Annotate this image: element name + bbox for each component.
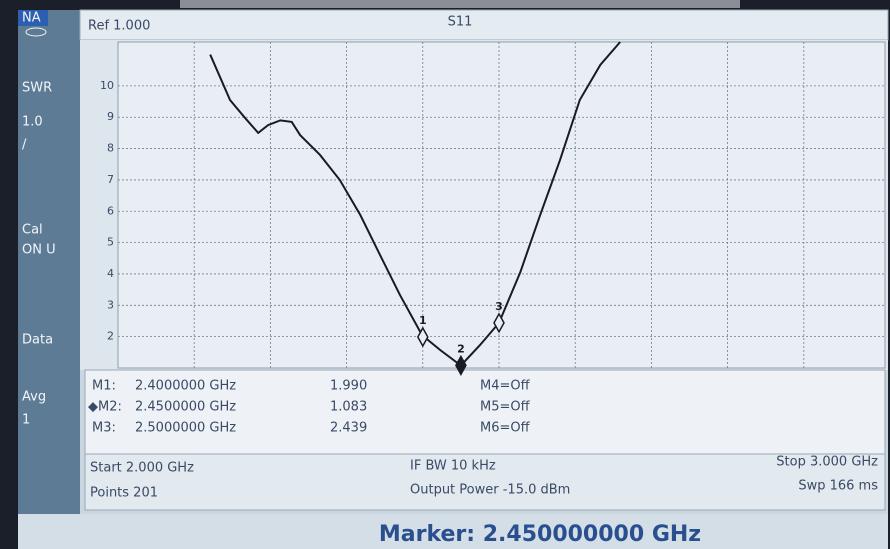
y-tick-label: 2 <box>107 330 114 343</box>
start-freq: Start 2.000 GHz <box>90 461 194 476</box>
y-tick-label: 7 <box>107 173 114 186</box>
sweep-time: Swp 166 ms <box>798 479 878 494</box>
sidebar-label: / <box>22 138 27 153</box>
y-tick-label: 5 <box>107 236 114 249</box>
y-tick-label: 3 <box>107 298 114 311</box>
marker-table-cell: M6=Off <box>480 421 531 436</box>
marker-table-cell: ◆M2: <box>88 400 122 415</box>
y-tick-label: 9 <box>107 110 114 123</box>
ref-level: Ref 1.000 <box>88 19 150 34</box>
marker-table-cell: M5=Off <box>480 400 531 415</box>
sidebar-label: 1 <box>22 413 30 428</box>
marker-table-cell: 2.439 <box>330 421 367 436</box>
marker-table-cell: 2.4000000 GHz <box>135 379 236 394</box>
y-tick-label: 4 <box>107 267 114 280</box>
sidebar-label: SWR <box>22 81 52 96</box>
marker-table-cell: 1.083 <box>330 400 367 415</box>
chart-title: S11 <box>448 15 473 30</box>
marker-label: 1 <box>419 314 427 327</box>
marker-label: 3 <box>495 300 503 313</box>
marker-label: 2 <box>457 342 465 355</box>
y-tick-label: 8 <box>107 142 114 155</box>
marker-table-cell: M3: <box>92 421 116 436</box>
top-bar <box>80 10 888 40</box>
sidebar-label: ON U <box>22 243 56 258</box>
marker-table-cell: 1.990 <box>330 379 367 394</box>
stop-freq: Stop 3.000 GHz <box>776 455 878 470</box>
y-tick-label: 10 <box>100 79 114 92</box>
sidebar-label: Avg <box>22 390 46 405</box>
sidebar-label: NA <box>22 11 41 26</box>
marker-table-cell: 2.5000000 GHz <box>135 421 236 436</box>
marker-readout: Marker: 2.450000000 GHz <box>379 522 701 547</box>
output-power: Output Power -15.0 dBm <box>410 483 570 498</box>
marker-table-cell: M1: <box>92 379 116 394</box>
points: Points 201 <box>90 486 158 501</box>
sidebar-label: Cal <box>22 223 43 238</box>
if-bandwidth: IF BW 10 kHz <box>410 459 496 474</box>
bezel-reflection <box>180 0 740 8</box>
marker-table-cell: 2.4500000 GHz <box>135 400 236 415</box>
marker-table-cell: M4=Off <box>480 379 531 394</box>
sidebar-label: 1.0 <box>22 115 43 130</box>
screen: Ref 1.000 S11 Marker: 2.450000000 GHz St… <box>0 0 890 549</box>
y-tick-label: 6 <box>107 204 114 217</box>
sidebar-label: Data <box>22 333 53 348</box>
